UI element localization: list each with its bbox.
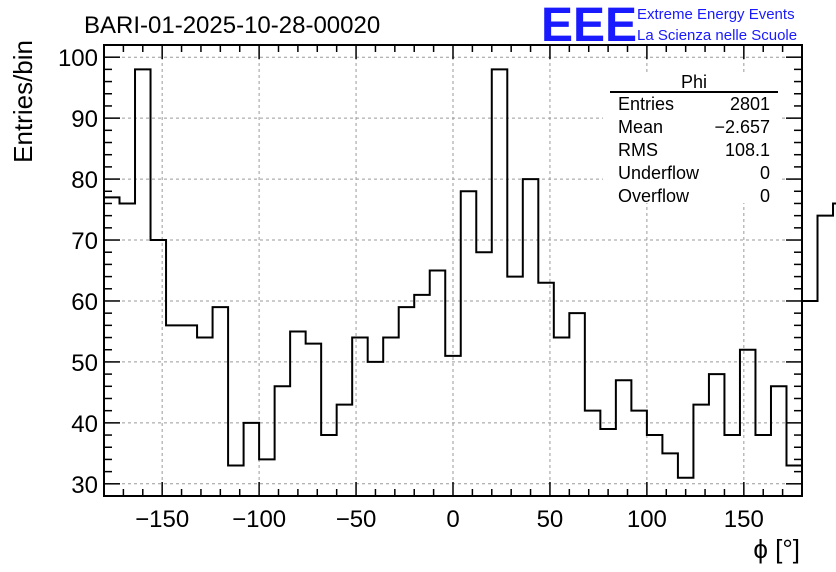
histogram-bin [771,386,787,496]
histogram-bin [476,252,492,496]
histogram-bin [647,435,663,496]
histogram-bin [151,240,167,496]
y-tick-label: 50 [71,350,98,377]
histogram-bin [724,435,740,496]
x-tick-label: 50 [537,506,564,533]
x-tick-label: 150 [724,506,764,533]
histogram-bin [166,325,182,496]
x-tick-label: −150 [135,506,189,533]
x-axis-ticks: −150 −100 −50 0 50 100 150 [103,45,803,533]
stats-box: Phi Entries 2801 Mean −2.657 RMS 108.1 Underfl… [603,72,781,206]
logo-line-1: Extreme Energy Events [637,6,795,23]
histogram-bin [492,69,508,496]
y-tick-label: 40 [71,411,98,438]
histogram-bin [368,362,384,496]
stats-row-value: 0 [760,163,770,183]
histogram-bin [120,203,136,496]
logo-line-2: La Scienza nelle Scuole [637,27,797,44]
histogram-bin [818,216,834,496]
histogram-bin [802,301,818,496]
histogram-bin [352,338,368,496]
histogram-bin [228,466,244,496]
stats-row-value: 0 [760,186,770,206]
y-tick-label: 30 [71,472,98,499]
histogram-bin [693,405,709,496]
y-axis-label: Entries/bin [8,40,38,163]
histogram-bin [755,435,771,496]
stats-row-label: Underflow [618,163,700,183]
stats-row-value: −2.657 [714,117,770,137]
histogram-bin [585,411,601,496]
stats-row-label: Mean [618,117,663,137]
eee-logo: EEE Extreme Energy Events La Scienza nel… [541,0,797,52]
histogram-bin [600,429,616,496]
histogram-bin [337,405,353,496]
x-axis-label: ϕ [°] [753,534,800,564]
histogram-bin [259,459,275,496]
stats-rows: Entries 2801 Mean −2.657 RMS 108.1 Underflow 0 O… [618,94,770,206]
x-tick-label: −50 [336,506,377,533]
histogram-bin [523,179,539,496]
y-tick-label: 70 [71,228,98,255]
stats-row-label: RMS [618,140,658,160]
histogram-bin [290,331,306,496]
histogram-bin [213,307,229,496]
histogram-bin [383,338,399,496]
histogram-bin [244,423,260,496]
histogram-bin [507,277,523,496]
y-axis-ticks: 30 40 50 60 70 80 90 100 [58,44,802,499]
stats-row-label: Overflow [618,186,690,206]
histogram-bin [197,338,213,496]
histogram-bin [662,453,678,496]
y-tick-label: 60 [71,289,98,316]
x-tick-label: −100 [232,506,286,533]
histogram-bin [104,197,120,496]
y-tick-label: 100 [58,45,98,72]
stats-title: Phi [681,72,707,92]
stats-row-label: Entries [618,94,674,114]
histogram-bin [399,307,415,496]
histogram-bin [414,295,430,496]
histogram-bin [554,338,570,496]
histogram-bin [135,69,151,496]
histogram-bin [631,411,647,496]
histogram-bin [569,313,585,496]
histogram-bin [616,380,632,496]
histogram-series [104,68,836,479]
x-tick-label: 100 [627,506,667,533]
histogram-bin [709,374,725,496]
stats-row-value: 2801 [730,94,770,114]
histogram-bin [538,283,554,496]
x-tick-label: 0 [446,506,459,533]
histogram-bin [275,386,291,496]
eee-logo-mark: EEE [541,0,637,52]
histogram-bin [306,344,322,496]
stats-box-background [603,73,781,203]
histogram-bin [430,271,446,497]
histogram-bin [786,466,802,496]
run-title: BARI-01-2025-10-28-00020 [84,12,380,39]
histogram-bin [321,435,337,496]
y-tick-label: 90 [71,106,98,133]
y-tick-label: 80 [71,167,98,194]
histogram-bin [461,191,477,496]
histogram-bin [182,325,198,496]
stats-row-value: 108.1 [725,140,770,160]
